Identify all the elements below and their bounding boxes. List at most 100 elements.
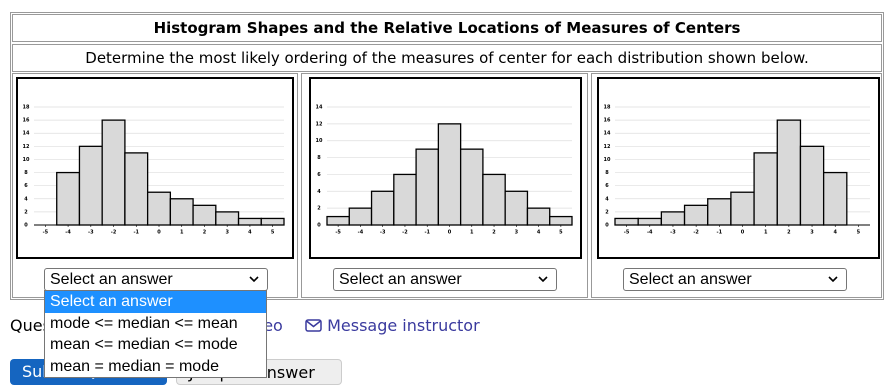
bar — [526, 207, 551, 226]
y-tick-label: 8 — [317, 155, 321, 161]
x-tick-label: 4 — [537, 230, 541, 236]
bar — [437, 123, 462, 226]
bar — [101, 119, 126, 226]
bar — [637, 217, 663, 226]
bar — [124, 152, 149, 226]
select-value: Select an answer — [629, 271, 752, 288]
answer-select[interactable]: Select an answer — [44, 268, 268, 291]
y-tick-label: 14 — [23, 131, 30, 137]
x-tick-label: -2 — [402, 230, 408, 236]
y-tick-label: 0 — [605, 223, 609, 229]
x-tick-label: 3 — [515, 230, 519, 236]
select-value: Select an answer — [50, 271, 173, 288]
chart-cell — [591, 73, 882, 298]
message-text[interactable]: Message instructor — [327, 316, 480, 335]
x-tick-label: -3 — [380, 230, 386, 236]
dropdown-option[interactable]: mean = median = mode — [50, 357, 219, 375]
bar — [169, 198, 194, 226]
y-tick-label: 4 — [317, 189, 321, 195]
x-tick-label: 2 — [203, 230, 207, 236]
y-tick-label: 0 — [317, 223, 321, 229]
y-tick-label: 0 — [24, 223, 28, 229]
chevron — [249, 276, 259, 283]
x-tick-label: -5 — [43, 230, 49, 236]
instructions: Determine the most likely ordering of th… — [12, 44, 882, 72]
bar — [776, 119, 802, 226]
x-tick-label: -4 — [647, 230, 653, 236]
x-tick-label: 5 — [271, 230, 275, 236]
y-tick-label: 6 — [317, 172, 321, 178]
bar — [459, 148, 484, 226]
bar — [192, 204, 217, 226]
bar — [56, 171, 81, 226]
x-tick-label: -3 — [670, 230, 676, 236]
x-tick-label: 1 — [180, 230, 184, 236]
message-link[interactable]: Message instructor — [305, 315, 480, 337]
table-title: Histogram Shapes and the Relative Locati… — [12, 14, 882, 42]
x-tick-label: 5 — [857, 230, 861, 236]
y-tick-label: 18 — [604, 105, 611, 111]
x-tick-label: 3 — [810, 230, 814, 236]
y-tick-label: 16 — [604, 118, 611, 124]
x-tick-label: 4 — [833, 230, 837, 236]
y-tick-label: 6 — [605, 183, 609, 189]
dropdown-list[interactable]: Select an answer mode <= median <= mean me… — [44, 290, 267, 378]
x-tick-label: -4 — [65, 230, 71, 236]
y-tick-label: 6 — [24, 183, 28, 189]
y-tick-label: 2 — [317, 206, 321, 212]
dropdown-option[interactable]: Select an answer — [45, 291, 266, 313]
dropdown-option[interactable]: mean <= median <= mode — [50, 336, 238, 353]
bar — [549, 215, 573, 226]
dropdown-option[interactable]: mode <= median <= mean — [50, 314, 238, 332]
bar — [215, 211, 240, 226]
x-tick-label: 2 — [787, 230, 791, 236]
bar — [660, 211, 686, 226]
bar — [614, 217, 639, 226]
bar — [260, 217, 285, 226]
question-table — [10, 12, 884, 300]
y-tick-label: 10 — [316, 138, 323, 144]
y-tick-label: 16 — [23, 118, 30, 124]
answer-select[interactable]: Select an answer — [623, 268, 847, 291]
y-tick-label: 14 — [316, 105, 323, 111]
x-tick-label: 0 — [448, 230, 452, 236]
bar — [78, 145, 103, 226]
y-tick-label: 18 — [23, 105, 30, 111]
x-tick-label: -3 — [88, 230, 94, 236]
x-tick-label: 2 — [492, 230, 496, 236]
x-tick-label: 0 — [741, 230, 745, 236]
chevron — [538, 276, 548, 283]
y-tick-label: 8 — [24, 170, 28, 176]
x-tick-label: -5 — [335, 230, 341, 236]
select-value: Select an answer — [339, 271, 462, 288]
y-tick-label: 12 — [316, 121, 323, 127]
bar — [707, 198, 732, 226]
bar — [822, 171, 848, 226]
x-tick-label: -1 — [717, 230, 723, 236]
bar — [730, 191, 755, 226]
bar — [799, 145, 825, 226]
bar — [683, 204, 709, 226]
bar — [326, 215, 350, 226]
x-tick-label: 1 — [764, 230, 768, 236]
x-tick-label: 0 — [157, 230, 161, 236]
x-tick-label: 4 — [248, 230, 252, 236]
y-tick-label: 12 — [604, 144, 611, 150]
envelope-icon — [305, 319, 322, 332]
x-tick-label: 1 — [470, 230, 474, 236]
chart-cell — [301, 73, 588, 298]
answer-select[interactable]: Select an answer — [333, 268, 557, 291]
x-tick-label: 5 — [559, 230, 563, 236]
y-tick-label: 10 — [23, 157, 30, 163]
y-tick-label: 2 — [24, 209, 28, 215]
x-tick-label: -2 — [693, 230, 699, 236]
bar — [415, 148, 440, 226]
bar — [482, 173, 506, 226]
y-tick-label: 8 — [605, 170, 609, 176]
x-tick-label: -1 — [133, 230, 139, 236]
y-tick-label: 4 — [24, 196, 28, 202]
